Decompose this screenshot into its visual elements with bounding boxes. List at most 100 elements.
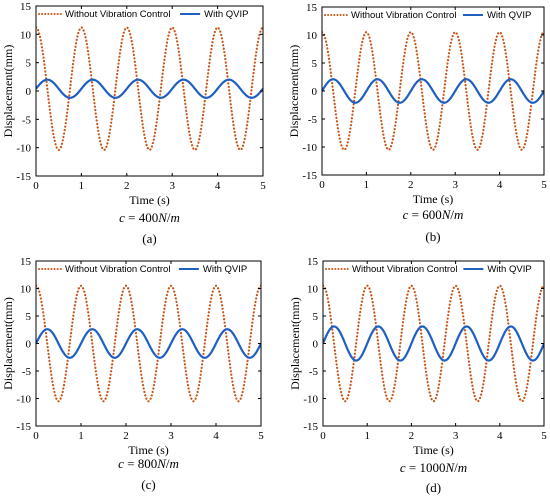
chart-panel-b: 0 1 2 3 4 5 -15 -10 -5 0 5 10 15 Time (s) Displacement…	[287, 2, 547, 244]
x-tick-label: 1	[364, 179, 370, 191]
y-tick-label: 5	[26, 311, 32, 323]
y-tick-label: -15	[16, 421, 31, 433]
chart-panel-c: 0 1 2 3 4 5 -15 -10 -5 0 5 10 15 Time (s) Displacement…	[1, 256, 264, 492]
x-tick-label: 0	[33, 180, 39, 192]
y-tick-label: 0	[26, 86, 32, 98]
x-tick-label: 0	[320, 430, 326, 442]
y-tick-label: 15	[307, 256, 319, 268]
y-tick-label: 0	[312, 86, 318, 98]
y-tick-label: -5	[22, 114, 32, 126]
y-tick-label: -5	[308, 114, 318, 126]
x-tick-label: 1	[79, 180, 85, 192]
panel-tag: (a)	[142, 231, 156, 246]
panel-tag: (b)	[425, 229, 440, 244]
x-tick-label: 5	[541, 179, 547, 191]
y-tick-label: 0	[26, 339, 32, 351]
caption-part: m	[458, 460, 467, 475]
x-tick-label: 5	[541, 430, 547, 442]
caption-part: 800	[138, 456, 158, 471]
panel-caption: c = 600N/m	[403, 207, 464, 222]
x-tick-label: 2	[123, 430, 129, 442]
caption-part: =	[406, 460, 420, 475]
caption-part: =	[408, 207, 422, 222]
x-tick-label: 4	[497, 179, 503, 191]
legend-label-without-control: Without Vibration Control	[65, 9, 170, 20]
y-tick-label: -10	[302, 142, 317, 154]
legend-label-with-qvip: With QVIP	[204, 9, 248, 20]
x-axis-label: Time (s)	[413, 443, 454, 457]
y-tick-label: -10	[16, 143, 31, 155]
panel-tag: (c)	[141, 477, 155, 492]
chart-panel-a: 0 1 2 3 4 5 -15 -10 -5 0 5 10 15 Time (s) Displacement…	[1, 1, 266, 246]
caption-part: m	[454, 207, 463, 222]
caption-part: c	[118, 456, 124, 471]
caption-part: N	[441, 207, 452, 222]
y-tick-label: -15	[303, 421, 318, 433]
x-tick-label: 4	[497, 430, 503, 442]
panel-tag: (d)	[426, 480, 441, 495]
legend-label-with-qvip: With QVIP	[487, 10, 531, 21]
y-axis-label: Displacement(mm)	[288, 297, 302, 390]
caption-part: m	[170, 456, 179, 471]
y-tick-label: 5	[312, 58, 318, 70]
x-axis-label: Time (s)	[129, 193, 170, 207]
caption-part: /	[454, 460, 458, 475]
y-tick-label: 10	[20, 284, 32, 296]
series-line-without-control	[323, 284, 544, 403]
legend-label-with-qvip: With QVIP	[203, 264, 247, 275]
legend-label-without-control: Without Vibration Control	[351, 10, 456, 21]
x-tick-label: 2	[408, 179, 414, 191]
x-tick-label: 0	[33, 430, 39, 442]
y-tick-label: 10	[306, 30, 318, 42]
y-tick-label: -10	[16, 394, 31, 406]
caption-part: 400	[139, 210, 159, 225]
legend-label-with-qvip: With QVIP	[487, 264, 531, 275]
y-tick-label: 15	[306, 2, 318, 14]
series-line-with-qvip	[322, 78, 544, 104]
caption-part: m	[171, 210, 180, 225]
x-tick-label: 5	[258, 430, 264, 442]
caption-part: 1000	[419, 460, 445, 475]
y-tick-label: -5	[309, 366, 319, 378]
series-line-with-qvip	[36, 78, 263, 99]
y-tick-label: -5	[22, 366, 32, 378]
chart-panel-d: 0 1 2 3 4 5 -15 -10 -5 0 5 10 15 Time (s) Displacement…	[288, 256, 547, 495]
x-axis-label: Time (s)	[128, 443, 169, 457]
caption-part: /	[450, 207, 454, 222]
series-line-with-qvip	[323, 325, 544, 362]
caption-part: N	[444, 460, 455, 475]
y-tick-label: -15	[16, 171, 31, 183]
panel-caption: c = 1000N/m	[400, 460, 467, 475]
y-axis-label: Displacement(mm)	[287, 45, 301, 138]
x-tick-label: 2	[409, 430, 415, 442]
x-tick-label: 1	[364, 430, 370, 442]
caption-part: =	[125, 210, 139, 225]
caption-part: N	[156, 456, 167, 471]
y-tick-label: 5	[26, 58, 32, 70]
caption-part: /	[166, 456, 170, 471]
x-tick-label: 4	[215, 180, 221, 192]
panel-caption: c = 800N/m	[118, 456, 179, 471]
caption-part: c	[403, 207, 409, 222]
y-axis-label: Displacement(mm)	[1, 297, 15, 390]
panel-caption: c = 400N/m	[119, 210, 180, 225]
x-tick-label: 4	[213, 430, 219, 442]
x-tick-label: 5	[260, 180, 266, 192]
caption-part: =	[124, 456, 138, 471]
y-tick-label: 5	[313, 311, 319, 323]
caption-part: c	[400, 460, 406, 475]
x-tick-label: 0	[319, 179, 325, 191]
series-line-with-qvip	[36, 328, 261, 359]
x-tick-label: 3	[453, 430, 459, 442]
legend-label-without-control: Without Vibration Control	[352, 264, 457, 275]
x-axis-label: Time (s)	[413, 192, 454, 206]
x-tick-label: 1	[78, 430, 84, 442]
y-tick-label: -10	[303, 394, 318, 406]
x-tick-label: 3	[452, 179, 458, 191]
caption-part: 600	[422, 207, 442, 222]
y-tick-label: 10	[20, 29, 32, 41]
y-tick-label: 15	[20, 1, 32, 13]
y-axis-label: Displacement(mm)	[1, 45, 15, 138]
y-tick-label: -15	[302, 170, 317, 182]
